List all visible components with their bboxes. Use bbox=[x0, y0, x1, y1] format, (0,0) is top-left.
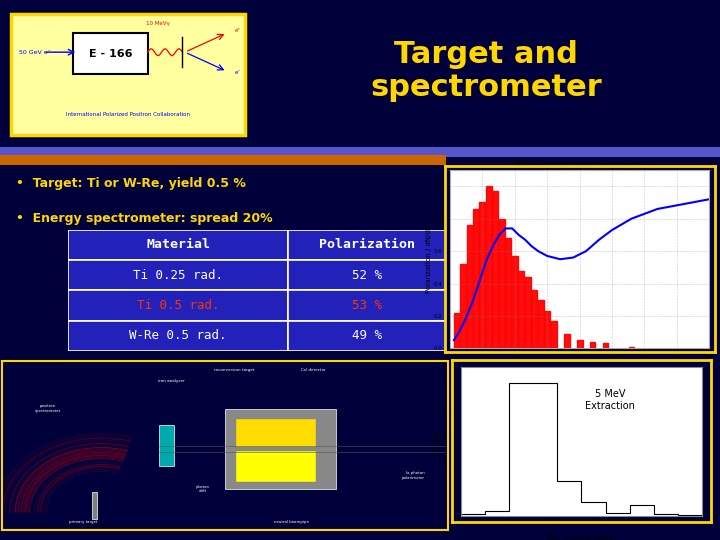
Bar bbox=[68, 230, 288, 260]
Bar bbox=[68, 321, 446, 351]
X-axis label: Pos. energy (MeV): Pos. energy (MeV) bbox=[546, 534, 616, 540]
Text: Ti 0.25 rad.: Ti 0.25 rad. bbox=[133, 268, 223, 281]
Bar bbox=[525, 277, 531, 348]
Bar bbox=[531, 290, 537, 348]
Bar bbox=[0, 155, 446, 165]
Text: Polarization: Polarization bbox=[319, 238, 415, 251]
Bar bbox=[505, 238, 511, 348]
Bar bbox=[68, 291, 446, 321]
Text: photon
drift: photon drift bbox=[196, 485, 210, 494]
Bar bbox=[11, 14, 245, 135]
Bar bbox=[68, 230, 446, 260]
Text: 53 %: 53 % bbox=[352, 299, 382, 312]
Bar bbox=[236, 418, 316, 447]
Bar bbox=[564, 334, 570, 348]
Bar bbox=[480, 202, 485, 348]
Bar bbox=[460, 264, 466, 348]
Bar bbox=[486, 186, 492, 348]
Text: iron analyzer: iron analyzer bbox=[158, 379, 185, 383]
Bar bbox=[92, 492, 97, 519]
Bar bbox=[629, 347, 634, 348]
Bar bbox=[288, 291, 446, 321]
Text: International Polarized Positron Collaboration: International Polarized Positron Collabo… bbox=[66, 112, 190, 117]
Text: la photon
polarimeter: la photon polarimeter bbox=[401, 471, 424, 480]
Bar bbox=[68, 260, 288, 291]
Text: •  Energy spectrometer: spread 20%: • Energy spectrometer: spread 20% bbox=[16, 212, 272, 225]
Y-axis label: Polarization / dN/dE: Polarization / dN/dE bbox=[426, 225, 432, 293]
Bar bbox=[499, 219, 505, 348]
Bar bbox=[492, 191, 498, 348]
Text: primary target: primary target bbox=[69, 520, 97, 524]
Text: neutral beampipe: neutral beampipe bbox=[274, 520, 309, 524]
Bar bbox=[288, 321, 446, 351]
Bar bbox=[288, 230, 446, 260]
Bar bbox=[68, 291, 288, 321]
Bar bbox=[518, 271, 524, 348]
Bar bbox=[590, 342, 595, 348]
Bar bbox=[158, 426, 174, 465]
X-axis label: Positron energy (MeV): Positron energy (MeV) bbox=[537, 367, 622, 375]
Bar bbox=[512, 256, 518, 348]
Bar bbox=[0, 147, 720, 157]
Text: 50 GeV e⁻: 50 GeV e⁻ bbox=[19, 50, 50, 55]
Bar bbox=[603, 343, 608, 348]
Text: W-Re 0.5 rad.: W-Re 0.5 rad. bbox=[130, 329, 227, 342]
Text: 49 %: 49 % bbox=[352, 329, 382, 342]
Text: Target and
spectrometer: Target and spectrometer bbox=[370, 40, 602, 102]
Title: With Photons from Undulator: With Photons from Undulator bbox=[514, 160, 645, 170]
Text: Material: Material bbox=[146, 238, 210, 251]
Bar bbox=[225, 409, 336, 489]
Text: CsI detector: CsI detector bbox=[301, 368, 326, 372]
Bar bbox=[68, 260, 446, 291]
Bar bbox=[538, 300, 544, 348]
Text: e⁺: e⁺ bbox=[235, 28, 241, 32]
Text: e⁻: e⁻ bbox=[235, 70, 241, 75]
Text: 10 MeVγ: 10 MeVγ bbox=[145, 21, 169, 25]
Bar bbox=[288, 260, 446, 291]
Bar bbox=[467, 225, 472, 348]
Text: •  Target: Ti or W-Re, yield 0.5 %: • Target: Ti or W-Re, yield 0.5 % bbox=[16, 177, 246, 190]
Bar bbox=[473, 209, 479, 348]
Text: E - 166: E - 166 bbox=[89, 49, 132, 58]
Text: Ti 0.5 rad.: Ti 0.5 rad. bbox=[137, 299, 220, 312]
Text: reconversion target: reconversion target bbox=[214, 368, 254, 372]
Y-axis label: Counts: Counts bbox=[432, 428, 441, 455]
Bar bbox=[577, 340, 582, 348]
Bar bbox=[236, 450, 316, 482]
Bar bbox=[551, 321, 557, 348]
Text: positron
spectrometer: positron spectrometer bbox=[35, 404, 61, 413]
Bar bbox=[73, 33, 148, 74]
Bar bbox=[544, 311, 550, 348]
Text: 52 %: 52 % bbox=[352, 268, 382, 281]
Bar bbox=[454, 313, 459, 348]
Text: 5 MeV
Extraction: 5 MeV Extraction bbox=[585, 389, 635, 411]
Bar bbox=[68, 321, 288, 351]
